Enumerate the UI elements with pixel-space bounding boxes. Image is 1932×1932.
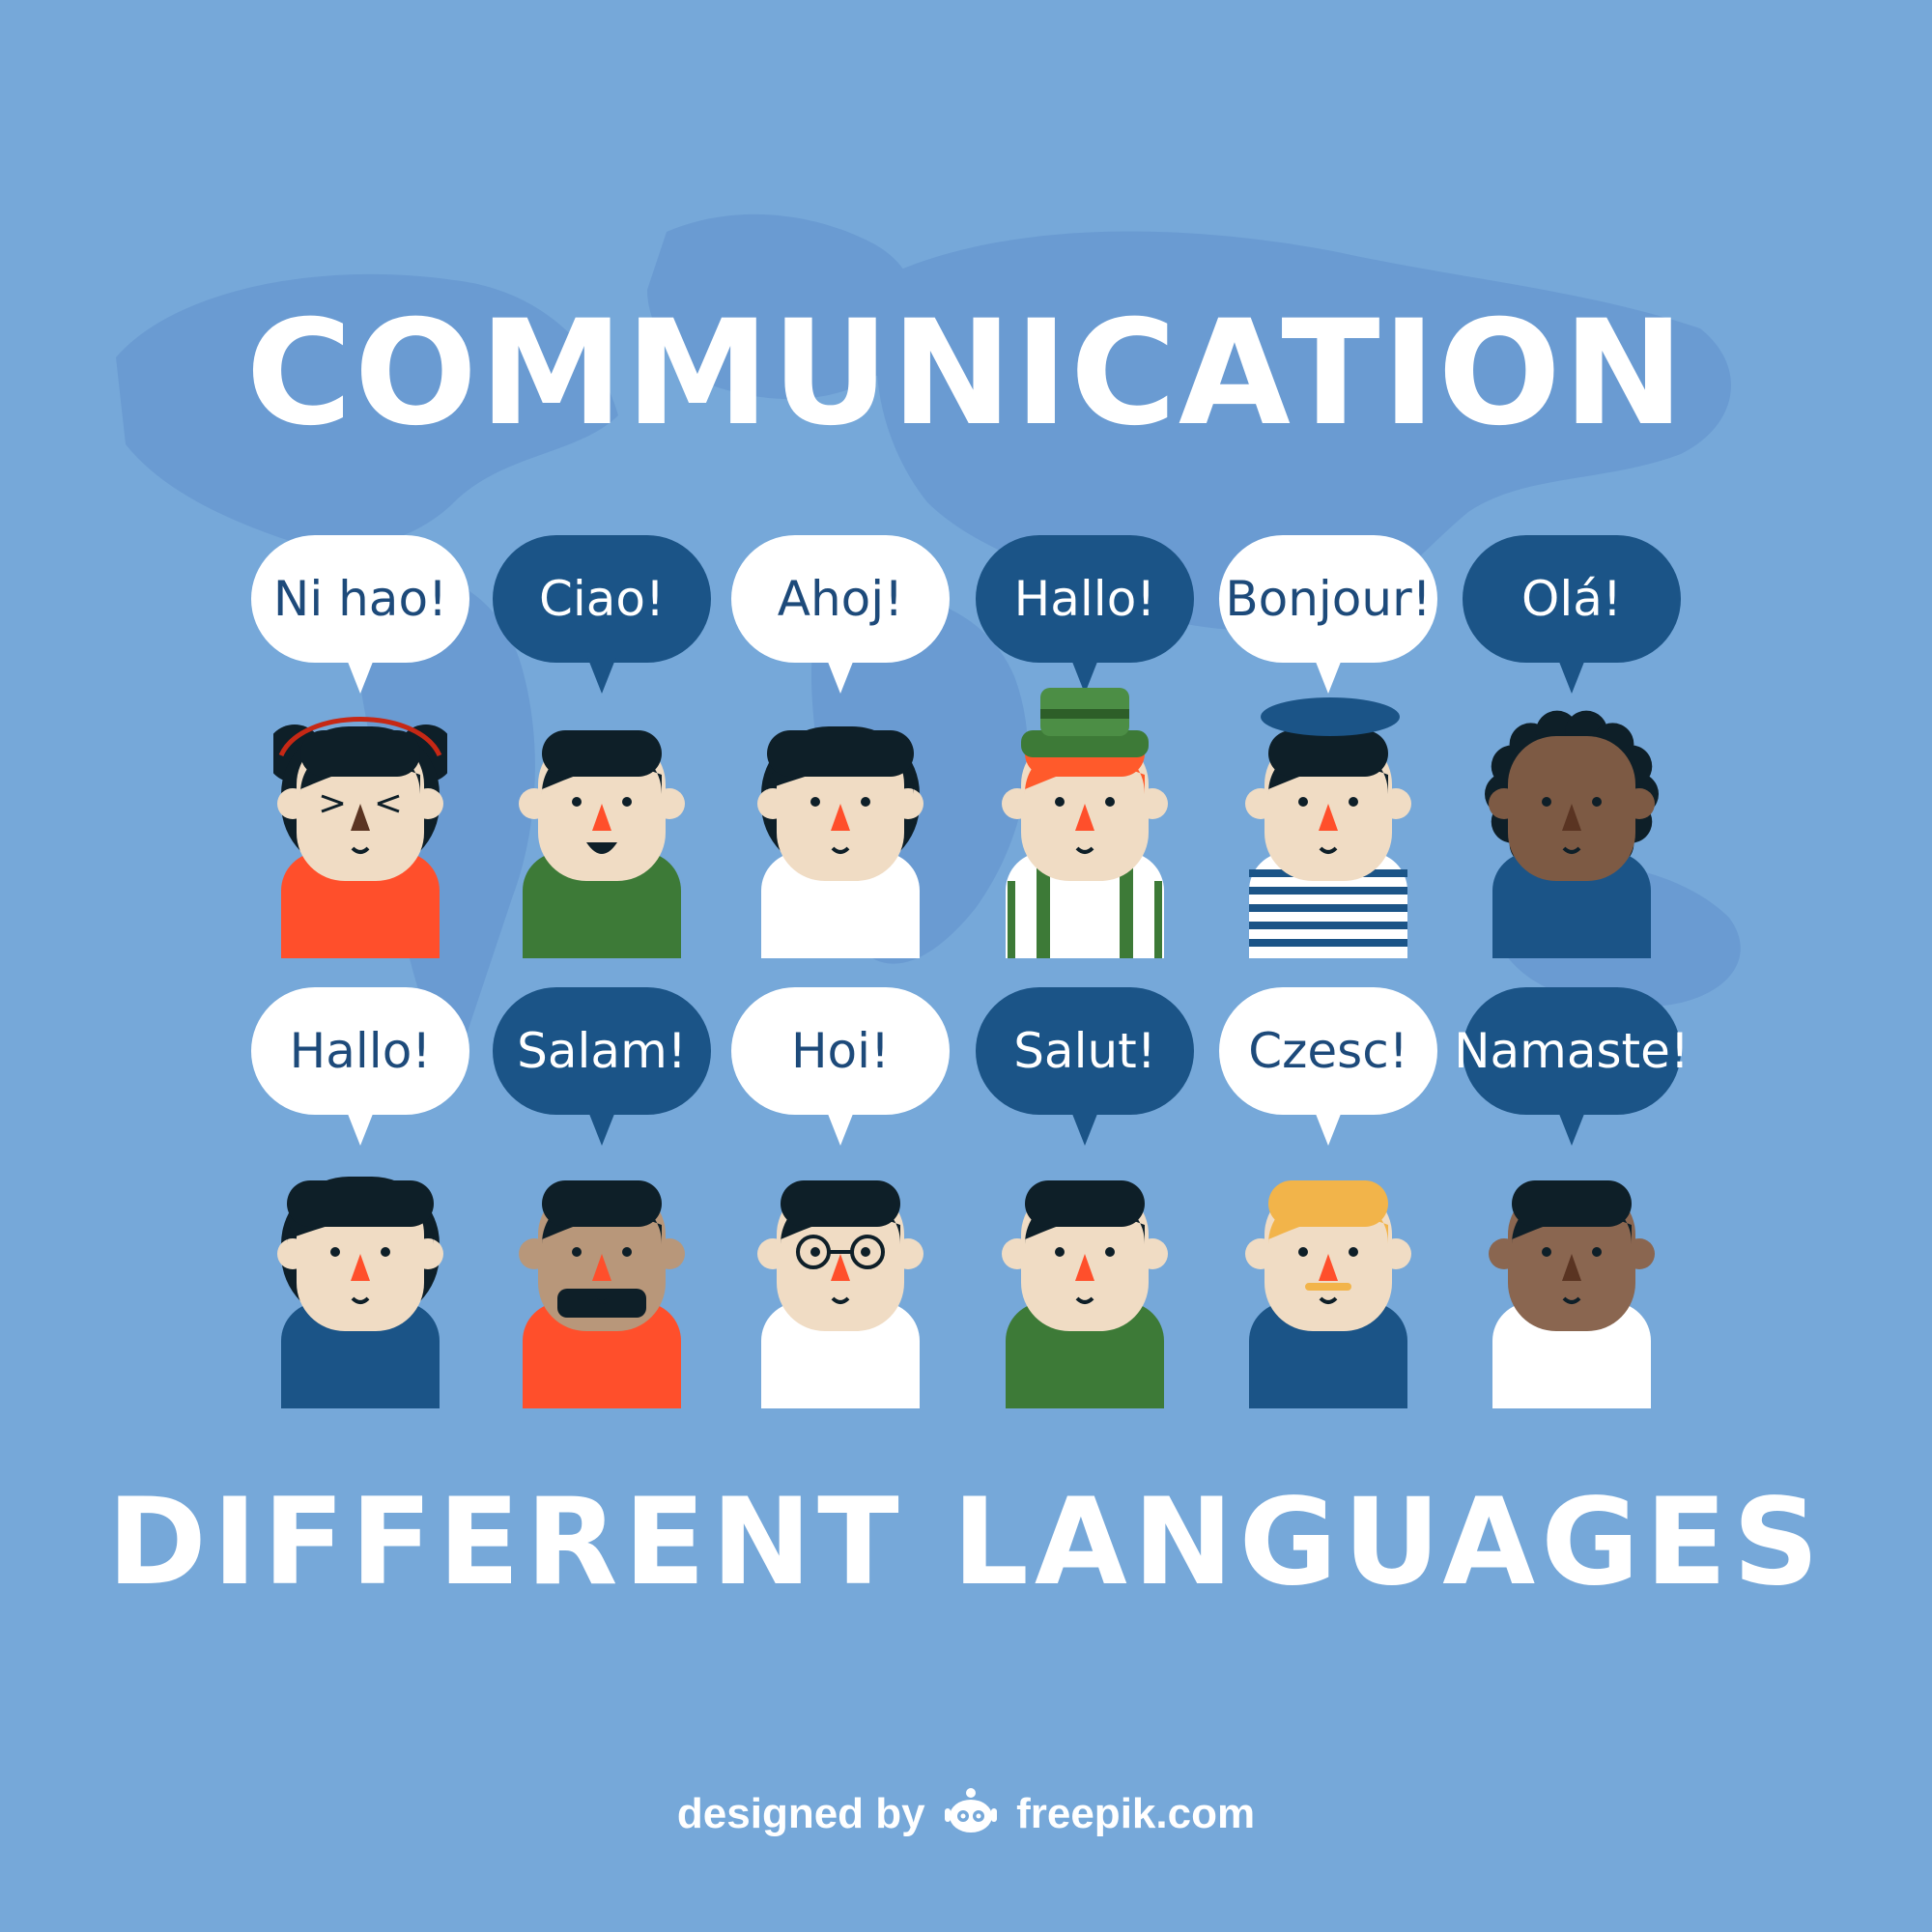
speech-bubble: Ahoj! xyxy=(731,535,950,694)
bubble-tail xyxy=(587,657,616,694)
speech-bubble: Hallo! xyxy=(251,987,469,1146)
bubble-tail xyxy=(1557,657,1586,694)
bubble-tail xyxy=(826,1109,855,1146)
person-blond-moustache xyxy=(1245,1180,1411,1408)
greeting-text: Salut! xyxy=(1013,1023,1156,1079)
greeting-text: Ni hao! xyxy=(272,571,448,627)
credit-line[interactable]: designed by freepik.com xyxy=(0,1787,1932,1846)
title: COMMUNICATION xyxy=(245,290,1687,458)
bubble-tail xyxy=(1314,657,1343,694)
person-tyrolean-hat xyxy=(1002,688,1168,958)
person-beret-stripes xyxy=(1245,697,1411,958)
greeting-text: Olá! xyxy=(1521,571,1622,627)
bubble-tail xyxy=(587,1109,616,1146)
speech-bubble: Namaste! xyxy=(1454,987,1690,1146)
speech-bubble: Salut! xyxy=(976,987,1194,1146)
bubble-tail xyxy=(346,657,375,694)
greeting-text: Czesc! xyxy=(1248,1023,1408,1079)
bubble-tail xyxy=(1557,1109,1586,1146)
greeting-text: Ahoj! xyxy=(777,571,904,627)
person-buns-hair xyxy=(273,717,447,958)
subtitle: DIFFERENT LANGUAGES xyxy=(106,1473,1826,1612)
greeting-text: Ciao! xyxy=(538,571,666,627)
speech-bubble: Hallo! xyxy=(976,535,1194,694)
person-bob-hair xyxy=(757,726,923,958)
bubble-tail xyxy=(1070,657,1099,694)
bubble-tail xyxy=(1314,1109,1343,1146)
speech-bubble: Salam! xyxy=(493,987,711,1146)
bubble-tail xyxy=(346,1109,375,1146)
speech-bubble: Olá! xyxy=(1463,535,1681,694)
speech-bubble: Ni hao! xyxy=(251,535,469,694)
credit-prefix: designed by xyxy=(676,1790,925,1838)
freepik-logo-icon xyxy=(943,1787,999,1846)
greeting-text: Namaste! xyxy=(1454,1023,1690,1079)
greeting-text: Hallo! xyxy=(289,1023,432,1079)
person-short-hair xyxy=(1489,1180,1655,1408)
person-green-shirt xyxy=(519,730,685,958)
speech-bubble: Bonjour! xyxy=(1219,535,1437,694)
person-curly-hair xyxy=(1485,710,1659,958)
person-beard xyxy=(519,1180,685,1408)
speech-bubble: Hoi! xyxy=(731,987,950,1146)
greeting-text: Hallo! xyxy=(1013,571,1156,627)
greeting-text: Salam! xyxy=(517,1023,687,1079)
bubble-tail xyxy=(826,657,855,694)
speech-bubble: Ciao! xyxy=(493,535,711,694)
person-long-hair xyxy=(277,1177,443,1408)
speech-bubble: Czesc! xyxy=(1219,987,1437,1146)
greeting-text: Hoi! xyxy=(790,1023,891,1079)
greeting-text: Bonjour! xyxy=(1225,571,1432,627)
person-glasses xyxy=(757,1180,923,1408)
person-quiff xyxy=(1002,1180,1168,1408)
credit-brand: freepik.com xyxy=(1016,1790,1256,1838)
bubble-tail xyxy=(1070,1109,1099,1146)
